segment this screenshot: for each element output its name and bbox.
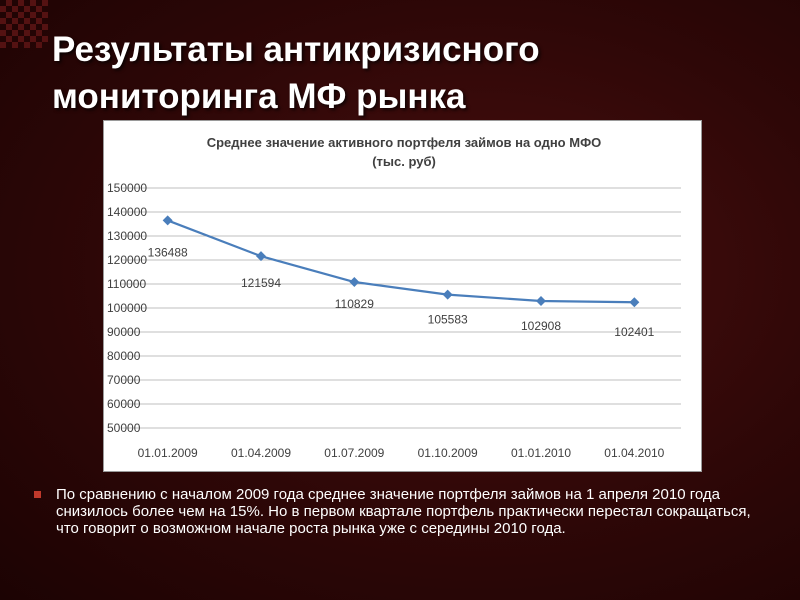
- data-label: 110829: [335, 297, 374, 311]
- x-tick-label: 01.07.2009: [324, 446, 384, 460]
- series: [162, 215, 640, 308]
- y-tick-label: 110000: [107, 277, 146, 291]
- y-axis-ticks: 50000 60000 70000 80000 90000 100000 110000 120…: [107, 181, 147, 435]
- data-point: [349, 277, 360, 288]
- chart-title-line-1: Среднее значение активного портфеля займ…: [207, 135, 602, 150]
- x-tick-label: 01.04.2009: [231, 446, 291, 460]
- data-label: 121594: [241, 276, 281, 290]
- series-line: [167, 219, 635, 304]
- y-tick-label: 80000: [107, 349, 141, 363]
- line-chart: Среднее значение активного портфеля займ…: [107, 135, 681, 460]
- corner-pattern: [0, 0, 48, 48]
- x-tick-label: 01.01.2010: [511, 446, 571, 460]
- data-point: [162, 215, 173, 226]
- y-tick-label: 70000: [107, 373, 141, 387]
- data-label: 102401: [614, 325, 654, 339]
- x-tick-label: 01.01.2009: [138, 446, 198, 460]
- chart-title-line-2: (тыс. руб): [372, 154, 436, 169]
- y-tick-label: 140000: [107, 205, 147, 219]
- body-text: По сравнению с началом 2009 года среднее…: [34, 486, 774, 537]
- slide-title: Результаты антикризисного мониторинга МФ…: [52, 26, 752, 120]
- x-tick-label: 01.04.2010: [604, 446, 664, 460]
- x-axis-ticks: 01.01.2009 01.04.2009 01.07.2009 01.10.2009…: [138, 446, 665, 460]
- data-label: 102908: [521, 319, 561, 333]
- data-point: [256, 251, 266, 262]
- y-tick-label: 150000: [107, 181, 147, 195]
- bullet-square-icon: [34, 491, 41, 498]
- data-label: 136488: [148, 245, 188, 259]
- data-point: [536, 296, 546, 307]
- slide-title-line-2: мониторинга МФ рынка: [52, 77, 466, 116]
- y-tick-label: 90000: [107, 325, 141, 339]
- y-tick-label: 100000: [107, 301, 147, 315]
- data-point: [442, 289, 453, 300]
- slide-title-line-1: Результаты антикризисного: [52, 30, 540, 69]
- y-tick-label: 130000: [107, 229, 147, 243]
- x-tick-label: 01.10.2009: [418, 446, 478, 460]
- y-tick-label: 120000: [107, 253, 147, 267]
- grid-lines: [121, 187, 681, 429]
- data-labels: 136488 121594 110829 105583 102908 102401: [148, 245, 655, 339]
- data-point: [629, 297, 640, 308]
- summary-paragraph: По сравнению с началом 2009 года среднее…: [56, 486, 751, 537]
- chart-frame: Среднее значение активного портфеля займ…: [103, 120, 702, 472]
- y-tick-label: 50000: [107, 421, 141, 435]
- data-label: 105583: [428, 313, 468, 327]
- y-tick-label: 60000: [107, 397, 141, 411]
